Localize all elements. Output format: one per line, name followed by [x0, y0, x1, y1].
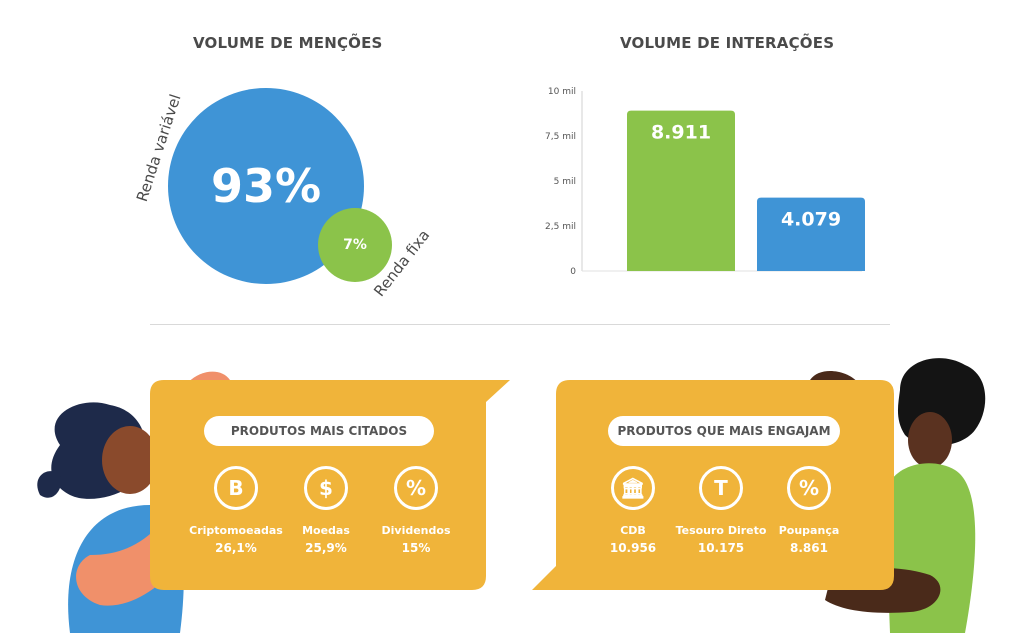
divider — [150, 324, 890, 325]
engage-title-pill: PRODUTOS QUE MAIS ENGAJAM — [608, 416, 840, 446]
cited-item: % Dividendos 15% — [382, 466, 451, 555]
cited-label: Dividendos — [381, 524, 451, 537]
cited-item: B Criptomoeadas 26,1% — [189, 466, 283, 555]
cited-item: $ Moedas 25,9% — [293, 466, 359, 555]
percent-icon: % — [787, 466, 831, 510]
tesouro-icon: T — [699, 466, 743, 510]
engage-item: 🏛 CDB 10.956 — [600, 466, 666, 555]
y-tick-label: 7,5 mil — [545, 132, 576, 142]
bitcoin-icon: B — [214, 466, 258, 510]
bar-value-label: 4.079 — [781, 209, 841, 231]
engage-item: T Tesouro Direto 10.175 — [676, 466, 766, 555]
engage-label: Tesouro Direto — [675, 524, 767, 537]
engage-label: CDB — [620, 524, 646, 537]
bar-0 — [627, 110, 735, 272]
bar-1 — [757, 197, 865, 271]
y-tick-label: 5 mil — [554, 177, 576, 187]
cited-label: Moedas — [302, 524, 350, 537]
percent-icon: % — [394, 466, 438, 510]
bank-icon: 🏛 — [611, 466, 655, 510]
bar-value-label: 8.911 — [651, 122, 711, 144]
cited-label: Criptomoeadas — [189, 524, 283, 537]
woman-illustration — [37, 371, 231, 633]
renda-variavel-value: 93% — [210, 159, 322, 213]
engage-value: 10.956 — [609, 541, 657, 555]
engage-item: % Poupança 8.861 — [776, 466, 842, 555]
engage-label: Poupança — [778, 524, 840, 537]
cited-value: 15% — [401, 541, 431, 555]
renda-fixa-value: 7% — [343, 237, 367, 253]
cited-title-pill: PRODUTOS MAIS CITADOS — [204, 416, 434, 446]
y-tick-label: 10 mil — [548, 87, 576, 97]
interactions-title: VOLUME DE INTERAÇÕES — [620, 34, 835, 52]
y-tick-label: 0 — [570, 267, 576, 277]
interactions-bar-chart: 0 2,5 mil 5 mil 7,5 mil 10 mil 8.911 4.079 — [545, 87, 865, 277]
renda-variavel-bubble: 93% — [168, 88, 364, 284]
engage-value: 8.861 — [790, 541, 828, 555]
cited-value: 25,9% — [305, 541, 347, 555]
cited-value: 26,1% — [215, 541, 257, 555]
y-tick-label: 2,5 mil — [545, 222, 576, 232]
renda-fixa-bubble: 7% — [318, 208, 392, 282]
dollar-icon: $ — [304, 466, 348, 510]
engage-value: 10.175 — [697, 541, 745, 555]
mentions-title: VOLUME DE MENÇÕES — [193, 34, 383, 52]
